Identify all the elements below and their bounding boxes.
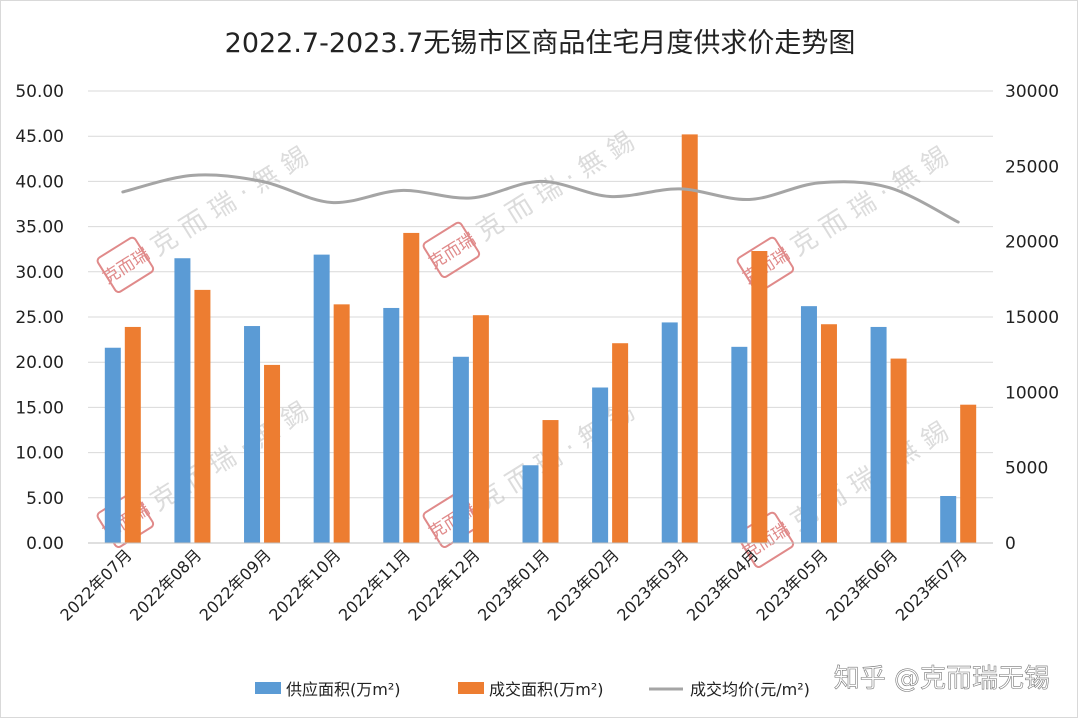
supply-area-bar	[731, 346, 748, 543]
y-left-tick-label: 40.00	[15, 172, 64, 192]
transaction-area-bar	[820, 324, 837, 543]
supply-area-bar	[870, 326, 887, 543]
transaction-area-bar	[472, 315, 489, 543]
watermark-seal-frame	[736, 236, 795, 293]
watermark-brand-text: 克 而 瑞 · 無 錫	[786, 142, 954, 263]
y-left-tick-label: 0.00	[26, 534, 64, 554]
legend-transaction: 成交面积(万m²)	[458, 680, 604, 699]
x-tick-label: 2023年07月	[892, 545, 971, 624]
y-left-tick-label: 45.00	[15, 127, 64, 147]
supply-area-bar	[244, 326, 261, 543]
supply-area-bar	[661, 322, 678, 543]
x-axis: 2022年07月2022年08月2022年09月2022年10月2022年11月…	[56, 542, 993, 625]
transaction-area-bar	[681, 134, 698, 543]
y-right-tick-label: 25000	[1005, 157, 1059, 177]
transaction-area-bar	[751, 251, 768, 543]
y-right-tick-label: 0	[1005, 534, 1016, 554]
legend-supply: 供应面积(万m²)	[255, 680, 401, 699]
supply-area-bar	[940, 495, 957, 543]
y-left-tick-label: 25.00	[15, 308, 64, 328]
chart-title: 2022.7-2023.7无锡市区商品住宅月度供求价走势图	[225, 28, 856, 59]
legend-swatch	[255, 682, 281, 694]
y-axis-left: 0.00 5.00 10.00 15.00 20.00 25.00 30.00 35.00 40…	[15, 82, 64, 554]
supply-area-bar	[800, 306, 817, 543]
y-left-tick-label: 5.00	[26, 489, 64, 509]
supply-area-bar	[452, 356, 469, 543]
legend-label: 供应面积(万m²)	[286, 680, 401, 699]
transaction-area-bar	[124, 326, 141, 543]
y-left-tick-label: 15.00	[15, 398, 64, 418]
supply-area-bar	[174, 258, 191, 543]
y-right-tick-label: 5000	[1005, 459, 1048, 479]
x-tick-label: 2023年04月	[683, 545, 762, 624]
watermark-seal-text: 克而瑞	[99, 245, 153, 289]
y-right-tick-label: 20000	[1005, 233, 1059, 253]
y-axis-right: 0 5000 10000 15000 20000 25000 30000	[1005, 82, 1059, 554]
y-right-tick-label: 15000	[1005, 308, 1059, 328]
x-tick-label: 2022年12月	[404, 545, 483, 624]
x-tick-label: 2022年10月	[265, 545, 344, 624]
bars	[104, 134, 977, 544]
legend-label: 成交面积(万m²)	[489, 680, 604, 699]
y-left-tick-label: 35.00	[15, 218, 64, 238]
legend-swatch	[458, 682, 484, 694]
x-tick-label: 2023年03月	[613, 545, 692, 624]
x-tick-label: 2023年05月	[753, 545, 832, 624]
watermark-brand-text: 克 而 瑞 · 無 錫	[146, 142, 314, 263]
watermark-seal-text: 克而瑞	[425, 230, 479, 274]
watermark-seal-icon: 克而瑞	[96, 236, 155, 293]
legend: 供应面积(万m²) 成交面积(万m²) 成交均价(元/m²)	[255, 680, 810, 699]
price-line	[121, 173, 960, 224]
avg-price-line	[121, 173, 960, 224]
transaction-area-bar	[890, 358, 907, 543]
watermark-brand-text: 克 而 瑞 · 無 錫	[146, 397, 314, 518]
supply-area-bar	[313, 254, 330, 543]
legend-avg-price: 成交均价(元/m²)	[649, 680, 810, 699]
y-left-tick-label: 20.00	[15, 353, 64, 373]
watermark-seal-frame	[96, 236, 155, 293]
x-tick-label: 2022年07月	[56, 545, 135, 624]
x-tick-label: 2023年06月	[822, 545, 901, 624]
x-tick-label: 2022年08月	[126, 545, 205, 624]
watermark-seal-frame	[422, 221, 481, 278]
supply-area-bar	[522, 465, 539, 543]
x-tick-label: 2022年09月	[196, 545, 275, 624]
transaction-area-bar	[960, 404, 977, 543]
supply-area-bar	[104, 347, 121, 543]
y-right-tick-label: 30000	[1005, 82, 1059, 102]
supply-area-bar	[383, 307, 400, 543]
supply-area-bar	[592, 387, 609, 543]
x-tick-label: 2023年01月	[474, 545, 553, 624]
transaction-area-bar	[612, 343, 629, 543]
y-left-tick-label: 50.00	[15, 82, 64, 102]
watermark-seal-icon: 克而瑞	[422, 221, 481, 278]
transaction-area-bar	[333, 304, 350, 543]
footer-brand-watermark: 知乎 @克而瑞无锡	[834, 664, 1050, 694]
watermark-brand-text: 克 而 瑞 · 無 錫	[472, 127, 640, 248]
y-left-tick-label: 10.00	[15, 444, 64, 464]
transaction-area-bar	[194, 289, 211, 543]
legend-label: 成交均价(元/m²)	[690, 680, 810, 699]
y-right-tick-label: 10000	[1005, 383, 1059, 403]
x-tick-label: 2023年02月	[544, 545, 623, 624]
watermark-seal-text: 克而瑞	[425, 500, 479, 544]
transaction-area-bar	[264, 364, 281, 543]
x-tick-label: 2022年11月	[335, 545, 414, 624]
y-left-tick-label: 30.00	[15, 263, 64, 283]
transaction-area-bar	[403, 232, 420, 544]
transaction-area-bar	[542, 420, 559, 543]
